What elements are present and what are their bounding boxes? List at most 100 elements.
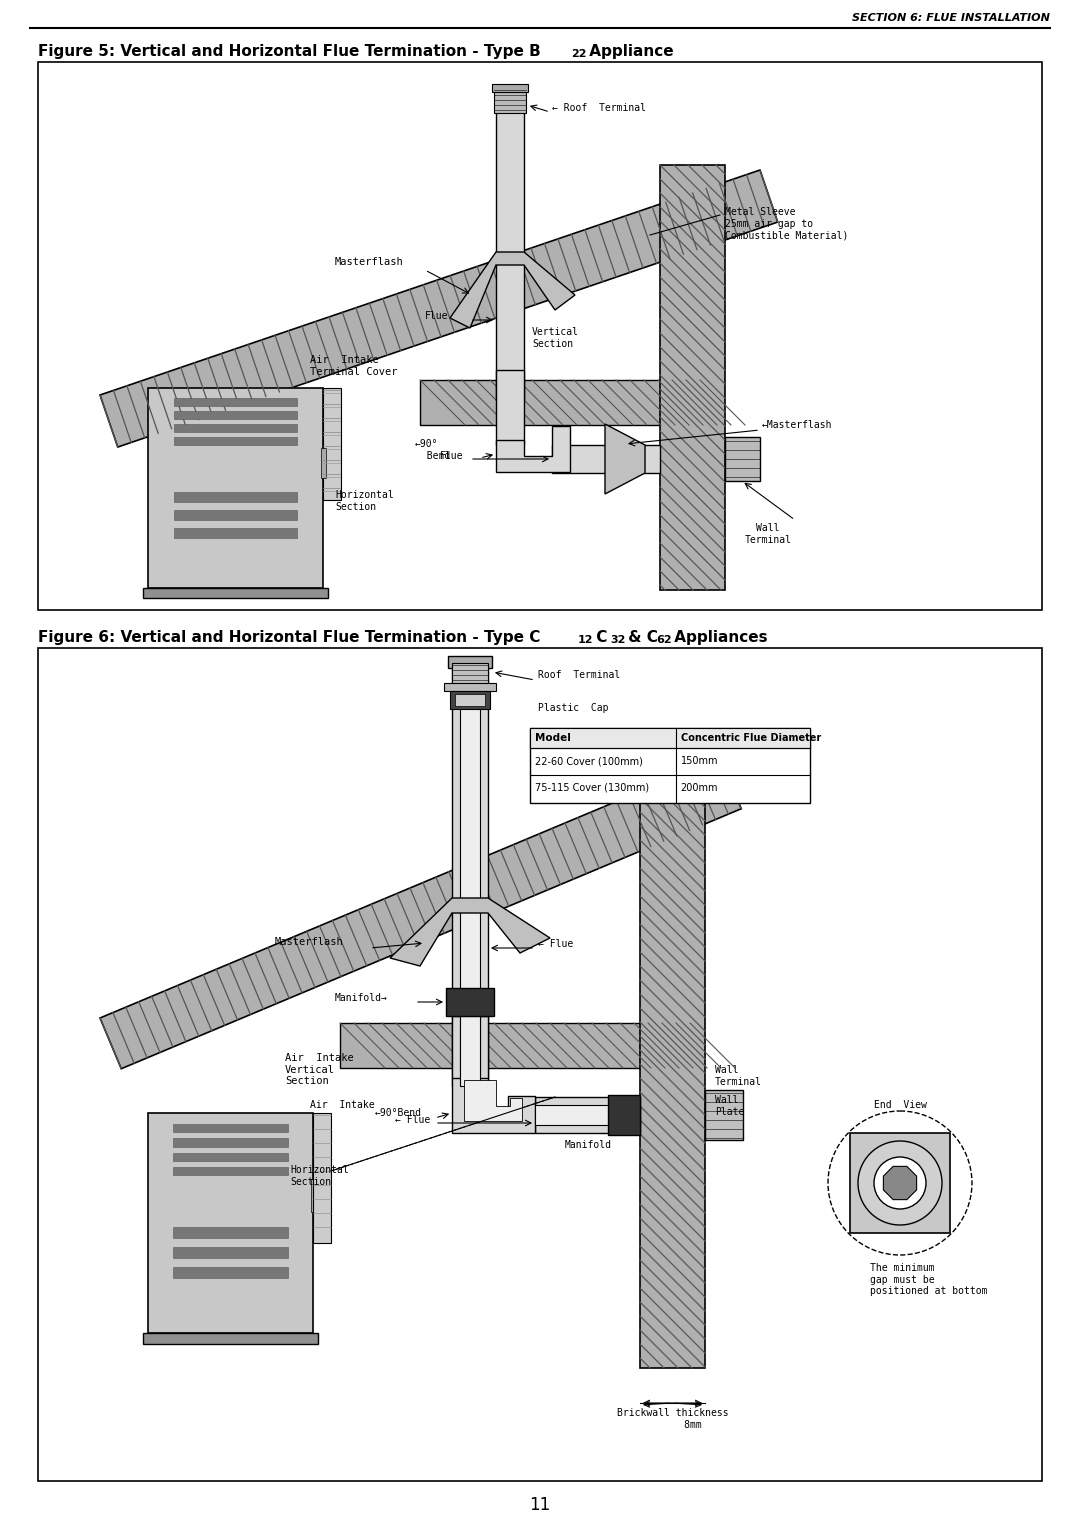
Text: 32: 32 [610,635,625,644]
Bar [38,63,1042,609]
Circle shape [828,1112,972,1255]
Bar [453,663,488,686]
Bar [174,437,297,444]
Text: Concentric Flue Diameter: Concentric Flue Diameter [680,733,821,744]
Bar [460,1015,480,1086]
Text: Metal Sleeve
25mm air gap to
Combustible Material): Metal Sleeve 25mm air gap to Combustible… [725,208,849,240]
Bar [173,1138,288,1147]
Bar [530,728,810,803]
Bar [173,1248,288,1258]
Text: Manifold: Manifold [565,1141,611,1150]
Text: 11: 11 [529,1496,551,1513]
Text: Figure 5: Vertical and Horizontal Flue Termination - Type B: Figure 5: Vertical and Horizontal Flue T… [38,44,541,60]
Text: Appliances: Appliances [669,631,768,644]
Bar [530,728,810,748]
Text: Figure 6: Vertical and Horizontal Flue Termination - Type C: Figure 6: Vertical and Horizontal Flue T… [38,631,540,644]
Text: ← Roof  Terminal: ← Roof Terminal [552,102,646,113]
Bar [143,588,328,599]
Text: The minimum
gap must be
positioned at bottom: The minimum gap must be positioned at bo… [870,1263,987,1296]
Bar [450,692,490,709]
Text: End  View: End View [874,1099,927,1110]
Text: ←90°
  Bend: ←90° Bend [415,440,450,461]
Text: Horizontal
Section: Horizontal Section [291,1165,349,1186]
Bar [174,528,297,538]
Bar [173,1228,288,1238]
Text: Wall
Terminal: Wall Terminal [744,524,792,545]
Bar [311,1179,316,1212]
Polygon shape [450,252,575,328]
Bar [496,370,524,444]
Text: Model: Model [535,733,571,744]
Bar [660,165,725,589]
Text: Masterflash: Masterflash [275,938,343,947]
Circle shape [858,1141,942,1225]
Polygon shape [496,426,570,472]
Polygon shape [390,898,550,967]
Bar [173,1167,288,1176]
Text: ←Masterflash: ←Masterflash [762,420,833,431]
Text: Brickwall thickness
       8mm: Brickwall thickness 8mm [617,1408,728,1429]
Bar [608,1095,640,1135]
Circle shape [874,1157,926,1209]
Bar [492,84,528,92]
Bar [148,1113,313,1333]
Bar [173,1153,288,1161]
Bar [148,388,323,588]
Text: 200mm: 200mm [680,783,718,793]
Bar [340,1023,640,1067]
Polygon shape [883,1167,917,1200]
Bar [313,1113,330,1243]
Text: ← Flue: ← Flue [538,939,573,948]
Bar [496,90,524,400]
Text: 22: 22 [571,49,586,60]
Bar [173,1124,288,1133]
Bar [173,1267,288,1278]
Text: Manifold→: Manifold→ [335,993,388,1003]
Bar [552,444,660,473]
Bar [323,388,341,499]
Polygon shape [453,1078,535,1133]
Bar [705,1090,743,1141]
Bar [143,1333,318,1344]
Bar [174,492,297,502]
Text: Flue: Flue [426,312,448,321]
Bar [38,647,1042,1481]
Bar [453,1015,488,1086]
Text: 75-115 Cover (130mm): 75-115 Cover (130mm) [535,783,649,793]
Text: 22-60 Cover (100mm): 22-60 Cover (100mm) [535,756,643,767]
Text: Wall
Plate: Wall Plate [715,1095,744,1116]
Text: Air  Intake
Vertical
Section: Air Intake Vertical Section [285,1054,354,1086]
Bar [460,663,480,1078]
Polygon shape [100,757,741,1069]
Bar [535,1096,640,1133]
Text: ← Flue: ← Flue [395,1115,430,1125]
Text: SECTION 6: FLUE INSTALLATION: SECTION 6: FLUE INSTALLATION [852,14,1050,23]
Text: Vertical
Section: Vertical Section [532,327,579,348]
Text: 62: 62 [656,635,672,644]
Text: Air  Intake: Air Intake [310,1099,375,1110]
Text: ←90°Bend: ←90°Bend [375,1109,422,1118]
Bar [640,756,705,1368]
Bar [444,683,496,692]
Polygon shape [464,1080,522,1121]
Bar [725,437,760,481]
Bar [535,1106,640,1125]
Bar [850,1133,950,1232]
Text: 150mm: 150mm [680,756,718,767]
Text: Air  Intake
Terminal Cover: Air Intake Terminal Cover [310,354,397,377]
Text: Wall
Terminal: Wall Terminal [715,1064,762,1087]
Text: C: C [591,631,607,644]
Bar [174,510,297,521]
Text: Flue: Flue [440,450,463,461]
Bar [448,657,492,667]
Text: 12: 12 [578,635,594,644]
Text: Appliance: Appliance [584,44,674,60]
Text: Horizontal
Section: Horizontal Section [335,490,394,512]
Bar [420,380,660,425]
Bar [494,89,526,113]
Text: & C: & C [623,631,658,644]
Bar [174,425,297,432]
Text: Roof  Terminal: Roof Terminal [538,670,620,680]
Bar [174,399,297,406]
Bar [174,411,297,418]
